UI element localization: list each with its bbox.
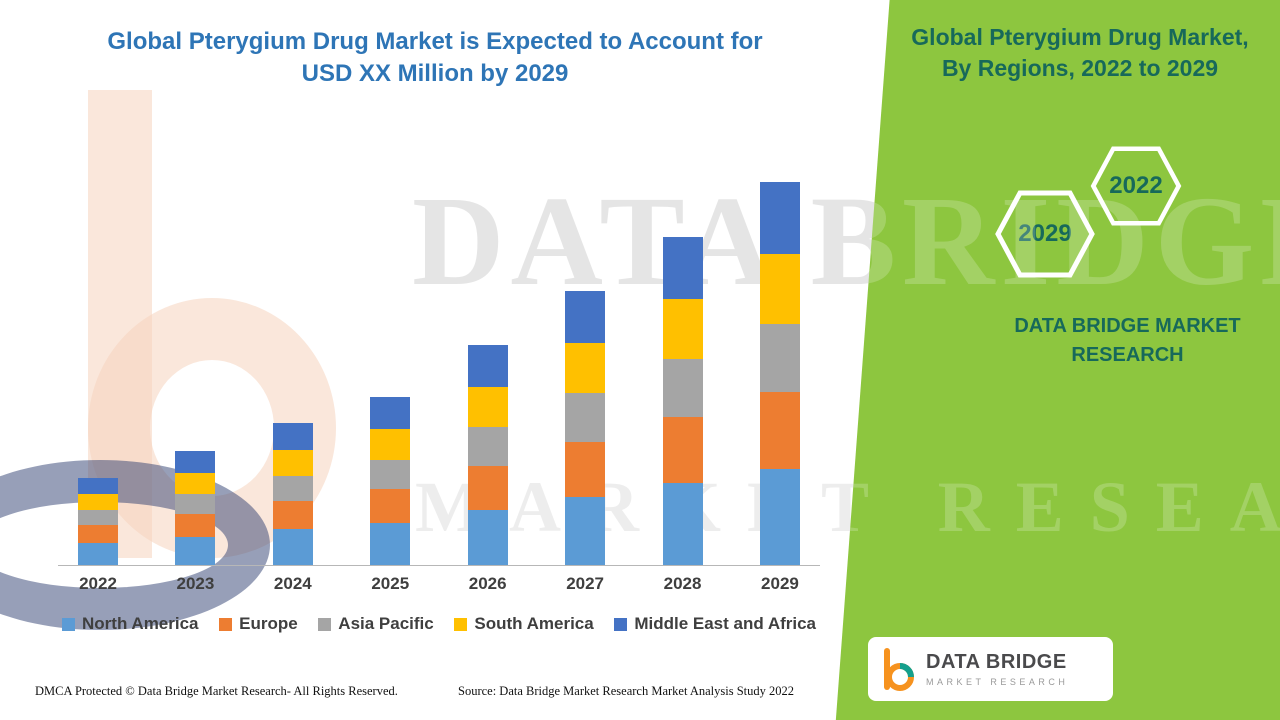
x-axis-label-2026: 2026 — [468, 574, 507, 593]
panel-title: Global Pterygium Drug Market, By Regions… — [911, 24, 1249, 82]
bar-segment-north-america — [565, 497, 606, 565]
watermark-line1-green: DATA BRIDGE — [412, 170, 1280, 312]
bar-segment-middle-east-and-africa — [467, 345, 508, 387]
hexagon-year-label: 2029 — [1018, 220, 1072, 247]
bar-segment-europe — [467, 466, 508, 510]
bar-segment-europe — [565, 442, 606, 497]
bar-segment-europe — [175, 514, 216, 537]
bar-segment-asia-pacific — [175, 494, 216, 514]
panel-brand-text: DATA BRIDGE MARKET RESEARCH — [1014, 315, 1241, 366]
bar-2025 — [370, 397, 411, 565]
bar-segment-asia-pacific — [78, 510, 118, 525]
bar-segment-europe — [759, 392, 800, 469]
chart-title: Global Pterygium Drug Market is Expected… — [107, 28, 763, 87]
legend-swatch-icon — [318, 617, 332, 631]
bar-segment-asia-pacific — [662, 359, 703, 417]
x-axis-label-2027: 2027 — [566, 574, 605, 593]
bar-segment-asia-pacific — [370, 460, 411, 489]
legend-label: Middle East and Africa — [634, 614, 816, 633]
bar-segment-south-america — [78, 494, 118, 510]
hexagon-2022: 2022 — [1090, 146, 1182, 226]
dmca-notice: DMCA Protected © Data Bridge Market Rese… — [35, 684, 398, 698]
bar-segment-middle-east-and-africa — [759, 182, 800, 254]
bar-segment-europe — [370, 489, 411, 523]
x-axis-labels: 2022 2023 2024 2025 2026 2027 2028 2029 — [58, 574, 820, 594]
legend-item-europe: Europe — [219, 614, 298, 634]
bar-segment-north-america — [370, 523, 411, 565]
watermark-line2-green: MARKET RESEARCH — [415, 467, 1280, 547]
bar-segment-south-america — [759, 254, 800, 324]
bar-segment-middle-east-and-africa — [175, 451, 216, 473]
bar-2022 — [78, 478, 118, 565]
stacked-bar-chart — [58, 180, 820, 566]
bar-segment-south-america — [565, 343, 606, 393]
bar-segment-north-america — [662, 483, 703, 565]
bar-segment-middle-east-and-africa — [272, 423, 313, 450]
legend-item-south-america: South America — [454, 614, 594, 634]
legend-swatch-icon — [614, 617, 628, 631]
bar-segment-asia-pacific — [467, 427, 508, 466]
bar-segment-middle-east-and-africa — [78, 478, 118, 494]
bar-2029 — [759, 182, 800, 565]
bar-segment-south-america — [272, 450, 313, 476]
brand-logo-box: DATA BRIDGE MARKET RESEARCH — [868, 637, 1113, 701]
bar-segment-north-america — [78, 543, 118, 565]
bar-segment-north-america — [467, 510, 508, 565]
hexagon-outline-icon — [995, 190, 1095, 278]
x-axis-label-2025: 2025 — [371, 574, 410, 593]
bar-segment-asia-pacific — [272, 476, 313, 501]
legend-item-north-america: North America — [62, 614, 199, 634]
bar-segment-middle-east-and-africa — [565, 291, 606, 343]
x-axis-label-2022: 2022 — [79, 574, 117, 593]
legend-label: Europe — [239, 614, 298, 633]
legend-item-middle-east-and-africa: Middle East and Africa — [614, 614, 816, 634]
bar-segment-europe — [78, 525, 118, 543]
bar-segment-asia-pacific — [565, 393, 606, 442]
x-axis-label-2024: 2024 — [273, 574, 312, 593]
bar-2027 — [565, 291, 606, 565]
legend-label: South America — [474, 614, 594, 633]
hexagon-year-label: 2022 — [1109, 172, 1163, 199]
bar-segment-south-america — [662, 299, 703, 359]
bar-2024 — [272, 423, 313, 565]
bar-segment-south-america — [370, 429, 411, 460]
brand-name: DATA BRIDGE — [926, 651, 1067, 673]
legend-label: North America — [82, 614, 199, 633]
legend-swatch-icon — [454, 617, 468, 631]
brand-logo-text: DATA BRIDGE MARKET RESEARCH — [926, 651, 1068, 687]
bar-2023 — [175, 451, 216, 565]
bar-segment-europe — [272, 501, 313, 529]
bar-segment-europe — [662, 417, 703, 483]
bar-segment-south-america — [467, 387, 508, 427]
bar-segment-south-america — [175, 473, 216, 494]
x-axis-label-2029: 2029 — [761, 574, 799, 593]
legend-item-asia-pacific: Asia Pacific — [318, 614, 434, 634]
bar-segment-middle-east-and-africa — [370, 397, 411, 429]
x-axis-label-2028: 2028 — [663, 574, 702, 593]
bar-segment-middle-east-and-africa — [662, 237, 703, 299]
hexagon-2029: 2029 — [995, 190, 1095, 278]
bar-segment-asia-pacific — [759, 324, 800, 392]
bar-segment-north-america — [272, 529, 313, 565]
source-note: Source: Data Bridge Market Research Mark… — [458, 684, 795, 698]
bar-2026 — [467, 345, 508, 565]
legend-swatch-icon — [62, 617, 75, 631]
bar-2028 — [662, 237, 703, 565]
brand-subtitle: MARKET RESEARCH — [926, 677, 1069, 687]
bar-segment-north-america — [175, 537, 216, 565]
bar-segment-north-america — [759, 469, 800, 565]
chart-legend: North America Europe Asia Pacific South Ame… — [58, 614, 820, 634]
dbmr-b-icon — [884, 648, 914, 691]
x-axis-label-2023: 2023 — [176, 574, 215, 593]
hexagon-outline-icon — [1090, 146, 1182, 226]
legend-swatch-icon — [219, 617, 233, 631]
legend-label: Asia Pacific — [338, 614, 434, 633]
